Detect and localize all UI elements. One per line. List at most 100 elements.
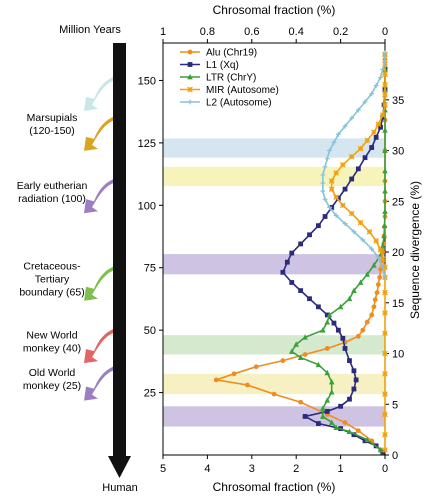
series-1-point bbox=[331, 320, 337, 326]
series-0-point bbox=[280, 358, 286, 364]
top-tick-label: 1 bbox=[160, 26, 166, 38]
series-1-point bbox=[316, 304, 321, 310]
series-1-point bbox=[362, 438, 368, 444]
series-0-point bbox=[377, 275, 383, 280]
band-1 bbox=[163, 166, 385, 187]
legend-swatch-marker bbox=[187, 49, 193, 55]
series-4-point bbox=[327, 204, 332, 210]
series-4-point bbox=[324, 156, 330, 162]
left-tick-label: 25 bbox=[144, 388, 156, 400]
right-tick-label: 35 bbox=[392, 95, 404, 107]
band-3 bbox=[163, 335, 385, 355]
series-2-point bbox=[381, 232, 387, 239]
series-2-point bbox=[302, 334, 308, 340]
series-0-point bbox=[231, 371, 237, 377]
series-4-point bbox=[360, 237, 366, 243]
series-3-point bbox=[328, 178, 335, 184]
series-3-point bbox=[379, 112, 386, 118]
left-tick-label: 150 bbox=[138, 75, 156, 87]
series-1-point bbox=[351, 432, 357, 438]
event-arrow-4-shape bbox=[84, 366, 113, 401]
series-2-point bbox=[364, 436, 371, 443]
series-1-point bbox=[351, 368, 357, 374]
series-4-point bbox=[322, 196, 328, 202]
series-4-point bbox=[382, 50, 388, 56]
right-tick-label: 15 bbox=[392, 298, 404, 310]
series-3-point bbox=[382, 289, 388, 296]
bottom-tick-label: 1 bbox=[338, 463, 344, 475]
band-2 bbox=[163, 254, 385, 275]
timeline-title: Million Years bbox=[59, 24, 121, 36]
series-2-point bbox=[382, 147, 388, 153]
series-2-point bbox=[320, 327, 326, 333]
series-3-point bbox=[328, 186, 335, 192]
series-2-point bbox=[337, 303, 344, 310]
series-1-point bbox=[362, 155, 368, 161]
series-4 bbox=[320, 50, 388, 280]
event-arrow-0-b-shape bbox=[84, 116, 113, 151]
series-0-point bbox=[271, 391, 277, 397]
series-3-point bbox=[339, 202, 346, 209]
series-0-point bbox=[355, 333, 361, 339]
series-3-point bbox=[382, 447, 388, 453]
series-3-point bbox=[377, 247, 384, 253]
event-arrow-2-shape bbox=[84, 266, 113, 301]
legend-label: MIR (Autosome) bbox=[206, 85, 279, 96]
series-3-point bbox=[382, 102, 388, 108]
series-3-point bbox=[364, 137, 371, 144]
event-label-2: Cretaceous- bbox=[23, 261, 81, 273]
series bbox=[213, 50, 388, 455]
series-2-point bbox=[324, 369, 331, 376]
series-4-point bbox=[320, 180, 326, 186]
series-4-point bbox=[375, 254, 381, 260]
series-1-point bbox=[378, 124, 383, 130]
series-4-point bbox=[331, 140, 337, 145]
series-2-point bbox=[320, 405, 326, 411]
legend-label: L1 (Xq) bbox=[206, 60, 239, 71]
left-tick-label: 100 bbox=[138, 200, 156, 212]
series-3-point bbox=[382, 350, 388, 357]
series-4-point bbox=[382, 275, 388, 280]
series-1-point bbox=[324, 408, 330, 414]
top-tick-label: 0.6 bbox=[244, 26, 259, 38]
series-2-point bbox=[381, 222, 388, 229]
series-2-point bbox=[315, 361, 322, 368]
right-tick-label: 20 bbox=[392, 247, 404, 259]
series-1-point bbox=[340, 335, 346, 341]
series-0-point bbox=[244, 382, 250, 388]
series-2-point bbox=[346, 428, 353, 435]
series-4-point bbox=[362, 99, 368, 105]
series-0-point bbox=[302, 352, 308, 357]
series-4-point bbox=[380, 264, 386, 270]
series-0-point bbox=[213, 377, 219, 383]
event-label-1: radiation (100) bbox=[18, 193, 86, 205]
series-2-point bbox=[324, 319, 331, 325]
series-3-point bbox=[348, 210, 355, 217]
series-4-point bbox=[369, 246, 375, 252]
legend-swatch-marker bbox=[187, 62, 193, 67]
timeline-arrowhead bbox=[108, 456, 131, 478]
series-4-point bbox=[349, 115, 355, 121]
series-1-point bbox=[342, 186, 348, 192]
series-0-point bbox=[324, 346, 330, 351]
series-4-point bbox=[342, 221, 348, 227]
series-1-point bbox=[347, 358, 352, 364]
legend-label: L2 (Autosome) bbox=[206, 98, 272, 109]
bottom-tick-label: 4 bbox=[204, 463, 210, 475]
event-arrow-3-shape bbox=[84, 329, 113, 364]
series-1-point bbox=[289, 250, 295, 256]
series-1-point bbox=[298, 288, 304, 294]
event-label-1: Early eutherian bbox=[17, 180, 88, 192]
series-3-point bbox=[382, 411, 388, 418]
timeline-end-label: Human bbox=[102, 482, 137, 494]
series-2-point bbox=[379, 242, 386, 249]
bottom-tick-label: 5 bbox=[160, 463, 166, 475]
series-1-point bbox=[307, 296, 312, 302]
series-1-point bbox=[335, 195, 341, 201]
series-4-point bbox=[351, 229, 357, 235]
event-label-3: monkey (40) bbox=[23, 343, 81, 355]
series-1-point bbox=[284, 259, 290, 265]
series-0-point bbox=[342, 420, 348, 425]
right-tick-label: 10 bbox=[392, 349, 404, 361]
series-3-point bbox=[379, 256, 386, 262]
